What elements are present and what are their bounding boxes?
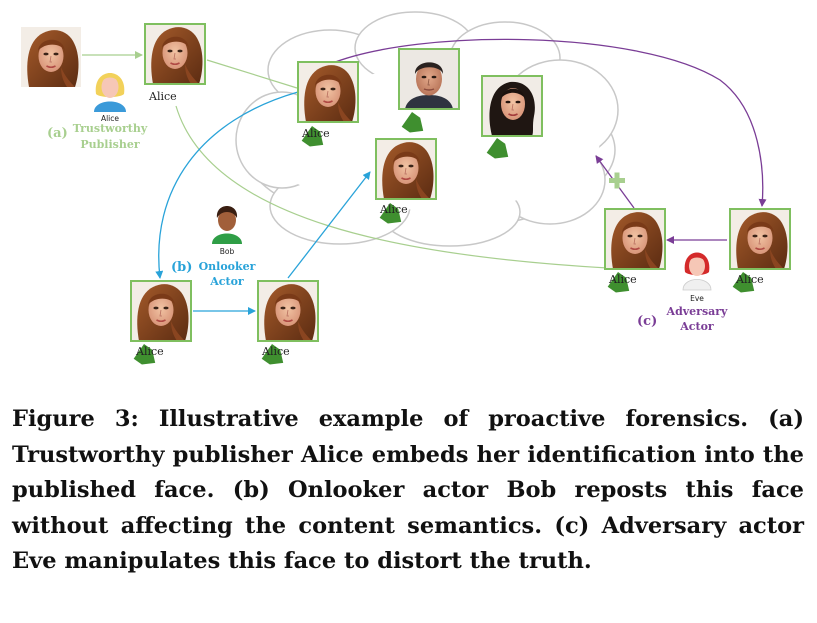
adversary-download-arrow <box>329 38 767 207</box>
alice-avatar-label: Alice <box>101 114 119 123</box>
source-to-manipulated-line <box>175 105 609 269</box>
onlooker-reposted-face <box>257 280 319 342</box>
onlooker-role-line1: Onlooker <box>199 260 256 273</box>
onlooker-role-line2: Actor <box>209 275 244 288</box>
alice-avatar <box>94 73 126 112</box>
eve-avatar-label: Eve <box>690 294 704 303</box>
eve-avatar <box>682 252 712 291</box>
caption-text: Figure 3: Illustrative example of proact… <box>12 406 804 574</box>
bob-avatar <box>212 206 242 244</box>
bob-avatar-label: Bob <box>220 247 235 256</box>
adversary-source-face-label: Alice <box>735 273 764 286</box>
cloud-face-alice-label: Alice <box>301 127 330 140</box>
cloud-face-reposted <box>375 138 437 200</box>
onlooker-upload-arrow <box>287 171 371 279</box>
cloud-face-alice <box>297 61 359 123</box>
cloud-face-dark-hair <box>481 75 543 137</box>
manipulated-face <box>604 208 666 270</box>
adversary-role-line2: Actor <box>679 320 714 333</box>
proactive-forensics-diagram: Alice Alice (a) Trustworthy Publisher Al… <box>20 11 791 371</box>
published-face-tag-label: Alice <box>148 90 177 103</box>
published-face <box>144 23 206 85</box>
onlooker-marker: (b) <box>171 260 192 275</box>
adversary-source-face <box>729 208 791 270</box>
cloud-face-male <box>398 48 460 110</box>
plus-icon <box>609 172 625 189</box>
original-face <box>20 26 82 88</box>
publisher-role-line1: Trustworthy <box>73 122 148 135</box>
adversary-marker: (c) <box>637 314 657 329</box>
publisher-marker: (a) <box>47 126 68 141</box>
publisher-role-line2: Publisher <box>80 138 140 151</box>
figure-caption: Figure 3: Illustrative example of proact… <box>12 402 804 580</box>
onlooker-downloaded-face-label: Alice <box>135 345 164 358</box>
onlooker-reposted-face-label: Alice <box>261 345 290 358</box>
publish-to-cloud-line <box>206 59 298 89</box>
cloud-face-reposted-label: Alice <box>379 203 408 216</box>
onlooker-downloaded-face <box>130 280 192 342</box>
manipulated-face-label: Alice <box>608 273 637 286</box>
adversary-role-line1: Adversary <box>666 305 729 318</box>
onlooker-download-arrow <box>155 91 299 279</box>
